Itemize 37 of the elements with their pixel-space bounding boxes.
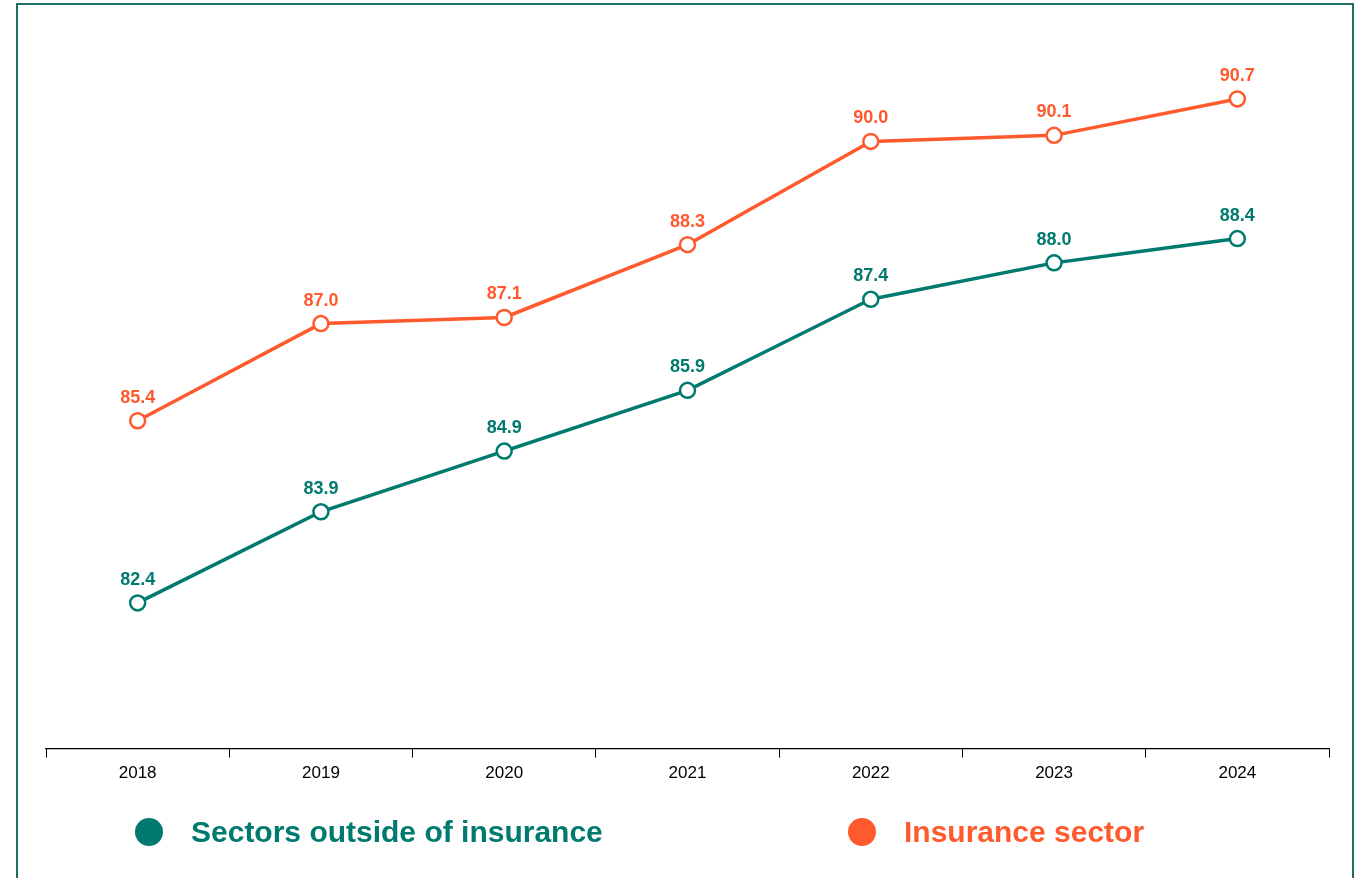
point [1228,90,1247,108]
point [128,594,147,612]
data-label: 90.1 [1036,101,1072,122]
data-label: 87.1 [486,283,522,304]
x-tick-label: 2021 [668,763,707,783]
x-tick-label: 2024 [1218,763,1257,783]
data-label: 84.9 [486,417,522,438]
point [1228,229,1247,248]
data-label: 90.7 [1219,64,1255,85]
point [312,503,330,521]
data-label: 85.9 [669,356,706,377]
legend-label: Insurance sector [904,815,1145,849]
data-label: 82.4 [120,568,156,589]
x-tick-label: 2019 [302,763,340,783]
data-label: 83.9 [303,477,339,498]
point [495,308,513,327]
point [862,290,880,309]
x-tick-label: 2023 [1035,763,1073,783]
point [678,381,697,400]
point [312,314,330,333]
data-label: 90.0 [853,107,889,128]
data-label: 87.4 [853,265,889,286]
data-label: 88.3 [669,210,706,231]
data-label: 88.0 [1036,228,1072,249]
point [1045,254,1063,272]
x-tick-label: 2020 [485,763,524,783]
point [678,235,697,254]
data-label: 88.4 [1219,204,1255,225]
point [495,442,513,460]
legend-label: Sectors outside of insurance [191,815,603,849]
point [128,411,147,430]
data-label: 85.4 [120,386,156,407]
x-tick-label: 2018 [118,763,157,783]
point [862,132,880,151]
data-label: 87.0 [303,289,339,310]
x-tick-label: 2022 [851,763,890,783]
point [1045,126,1063,145]
